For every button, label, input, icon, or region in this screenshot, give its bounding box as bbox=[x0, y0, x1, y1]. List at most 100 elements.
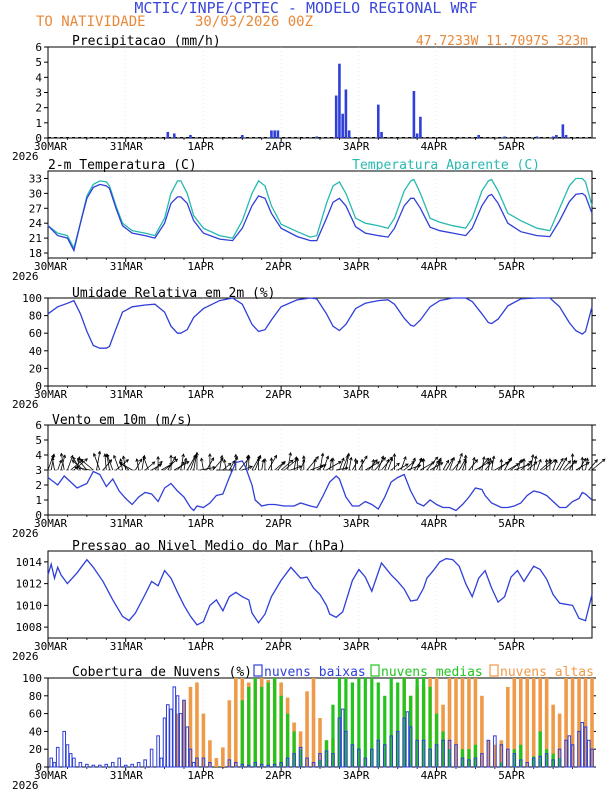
wind-arrow-head bbox=[457, 460, 461, 464]
cloud-bar-nuvens-baixas bbox=[149, 748, 154, 768]
cloud-bar-nuvens-altas bbox=[538, 678, 542, 767]
cloud-bar-nuvens-altas bbox=[221, 747, 225, 767]
legend-mid-swatch bbox=[370, 664, 380, 677]
wind-arrow-head bbox=[572, 459, 576, 464]
cloud-bar-nuvens-baixas bbox=[590, 748, 594, 768]
wind-arrow-head bbox=[269, 457, 274, 461]
wind-arrow-head bbox=[121, 455, 126, 460]
cloud-bar-nuvens-baixas bbox=[156, 735, 160, 768]
cloud-bar-nuvens-baixas bbox=[85, 763, 89, 768]
wind-arrow bbox=[497, 458, 512, 471]
cloud-bar-nuvens-altas bbox=[493, 744, 497, 767]
precip-bar bbox=[270, 130, 273, 138]
y-tick-label: 1014 bbox=[16, 556, 43, 569]
y-tick-label: 20 bbox=[29, 743, 42, 756]
x-tick-label: 30MAR bbox=[34, 517, 67, 530]
y-tick-label: 40 bbox=[29, 725, 42, 738]
cloud-bar-nuvens-baixas bbox=[52, 762, 57, 768]
legend-high-label: nuvens altas bbox=[500, 665, 594, 680]
x-tick-label: 31MAR bbox=[110, 388, 143, 401]
wind-arrow bbox=[400, 456, 407, 471]
y-tick-label: 6 bbox=[35, 419, 42, 432]
wind-arrow-head bbox=[329, 458, 333, 462]
wind-arrow-head bbox=[472, 456, 476, 461]
wind-arrow-head bbox=[567, 460, 572, 464]
wind-arrow-head bbox=[435, 460, 439, 464]
cloud-bar-nuvens-baixas bbox=[227, 759, 232, 768]
wind-arrow-head bbox=[119, 458, 123, 462]
cloud-bar-nuvens-baixas bbox=[208, 762, 212, 768]
cloud-bar-nuvens-baixas bbox=[557, 748, 562, 768]
wind-arrow bbox=[413, 459, 424, 471]
wind-arrow bbox=[261, 459, 264, 471]
wind-arrow bbox=[219, 455, 223, 471]
wind-arrow bbox=[104, 453, 107, 471]
wind-arrow bbox=[339, 458, 345, 471]
wind-arrow bbox=[306, 456, 319, 471]
cloud-bar-nuvens-baixas bbox=[234, 762, 238, 768]
wind-arrow bbox=[410, 458, 416, 471]
wind-arrow-head bbox=[585, 457, 589, 462]
wind-arrow-head bbox=[594, 459, 598, 463]
pressure-panel: Pressao ao Nivel Medio do Mar (hPa) 1008… bbox=[12, 539, 596, 663]
y-tick-label: 1012 bbox=[16, 578, 43, 591]
cloud-bar-nuvens-baixas bbox=[178, 713, 183, 768]
cloud-bar-nuvens-altas bbox=[570, 678, 575, 767]
wind-arrow-head bbox=[418, 457, 423, 462]
wind-arrow-head bbox=[208, 453, 212, 457]
wind-arrow bbox=[342, 455, 349, 471]
wind-arrow-head bbox=[341, 457, 345, 462]
precip-bar bbox=[172, 133, 176, 138]
wind-arrow bbox=[426, 456, 438, 471]
cloud-bar-nuvens-altas bbox=[311, 678, 316, 767]
wind-arrow bbox=[559, 457, 567, 471]
cloud-bar-nuvens-altas bbox=[195, 682, 199, 767]
wind-arrow bbox=[136, 458, 140, 471]
cloud-bar-nuvens-baixas bbox=[415, 739, 419, 768]
precip-bar bbox=[555, 134, 558, 138]
x-tick-label: 31MAR bbox=[110, 517, 143, 530]
cloud-bar-nuvens-baixas bbox=[240, 763, 245, 768]
wind-arrow-head bbox=[353, 457, 358, 462]
y-tick-label: 1 bbox=[35, 117, 42, 130]
cloud-bar-nuvens-baixas bbox=[272, 763, 277, 768]
wind-arrow-head bbox=[489, 460, 494, 464]
wind-arrow-head bbox=[246, 454, 251, 459]
cloud-bar-nuvens-medias bbox=[363, 678, 367, 767]
cloud-bar-nuvens-baixas bbox=[72, 757, 76, 768]
wind-arrow bbox=[588, 459, 598, 471]
cloud-bar-nuvens-baixas bbox=[531, 757, 536, 768]
wind-arrow-head bbox=[256, 457, 261, 461]
precip-bar bbox=[166, 131, 170, 138]
x-year-label: 2026 bbox=[12, 150, 39, 163]
cloud-bar-nuvens-baixas bbox=[305, 757, 309, 768]
wind-arrow bbox=[80, 458, 94, 471]
cloud-bar-nuvens-baixas bbox=[117, 757, 122, 768]
precip-bar bbox=[535, 136, 539, 138]
wind-arrow bbox=[106, 454, 110, 471]
x-tick-label: 31MAR bbox=[110, 260, 143, 273]
wind-arrow bbox=[530, 454, 534, 471]
wind-arrow bbox=[429, 462, 444, 471]
wind-arrow-head bbox=[79, 458, 84, 463]
cloud-bar-nuvens-baixas bbox=[370, 748, 374, 768]
y-tick-label: 3 bbox=[35, 464, 42, 477]
wind-arrow-head bbox=[439, 462, 444, 466]
wind-arrow bbox=[274, 461, 285, 471]
wind-arrow-head bbox=[601, 458, 606, 463]
wind-arrow bbox=[277, 461, 286, 471]
wind-arrow bbox=[193, 454, 197, 471]
cloud-bar-nuvens-baixas bbox=[538, 755, 542, 768]
wind-arrow-head bbox=[459, 452, 463, 457]
run-time-label: 30/03/2026 00Z bbox=[195, 14, 313, 30]
cloud-bar-nuvens-baixas bbox=[311, 762, 316, 768]
y-tick-label: 33 bbox=[29, 172, 42, 185]
precip-bar bbox=[564, 134, 568, 138]
wind-arrow bbox=[504, 457, 512, 471]
cloud-bar-nuvens-baixas bbox=[512, 753, 517, 768]
x-tick-label: 4APR bbox=[421, 769, 448, 782]
precip-bar bbox=[273, 130, 276, 138]
cloud-bar-nuvens-medias bbox=[292, 731, 296, 767]
wind-arrow-head bbox=[72, 456, 76, 461]
wind-arrow-head bbox=[261, 458, 265, 463]
